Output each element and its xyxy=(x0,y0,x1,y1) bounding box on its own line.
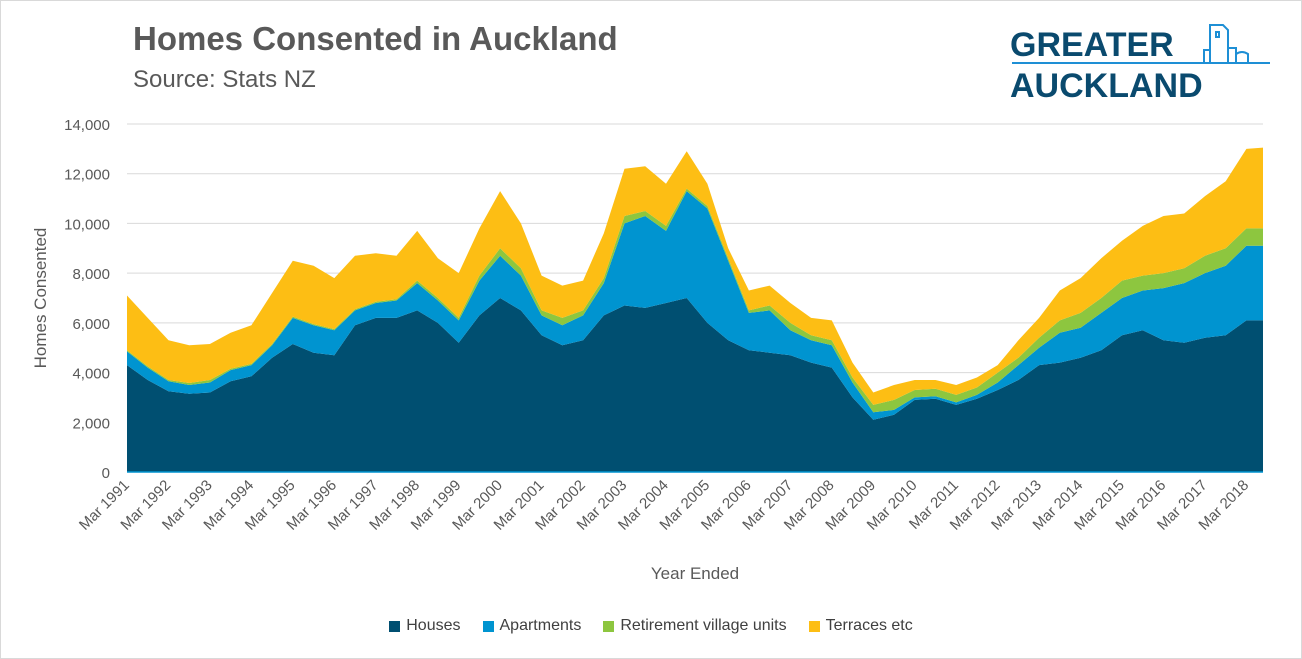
y-tick-label: 6,000 xyxy=(72,316,110,333)
legend-swatch xyxy=(808,620,820,632)
y-tick-label: 0 xyxy=(102,465,110,482)
y-tick-label: 8,000 xyxy=(72,266,110,283)
y-tick-label: 12,000 xyxy=(64,167,110,184)
legend-swatch xyxy=(389,620,401,632)
legend-item: Terraces etc xyxy=(808,617,913,635)
legend-label: Houses xyxy=(406,617,461,634)
logo-line2: AUCKLAND xyxy=(1010,67,1203,100)
y-axis-label: Homes Consented xyxy=(31,228,50,369)
y-tick-label: 14,000 xyxy=(64,117,110,134)
buildings-icon xyxy=(1203,24,1249,63)
legend-label: Retirement village units xyxy=(620,617,787,634)
legend-item: Houses xyxy=(389,617,461,635)
y-tick-label: 2,000 xyxy=(72,415,110,432)
chart-title: Homes Consented in Auckland xyxy=(133,20,618,57)
series-areas xyxy=(127,147,1263,473)
legend-swatch xyxy=(482,620,494,632)
legend-label: Apartments xyxy=(499,617,582,634)
y-tick-label: 10,000 xyxy=(64,216,110,233)
chart-subtitle: Source: Stats NZ xyxy=(133,66,316,93)
area-terraces-etc xyxy=(127,147,1263,405)
legend: Houses Apartments Retirement village units… xyxy=(0,617,1302,635)
x-axis-label: Year Ended xyxy=(651,564,739,583)
legend-label: Terraces etc xyxy=(825,617,913,634)
y-tick-label: 4,000 xyxy=(72,366,110,383)
area-houses xyxy=(127,298,1263,472)
legend-item: Apartments xyxy=(482,617,582,635)
greater-auckland-logo: GREATER AUCKLAND xyxy=(1010,24,1270,100)
stacked-area-chart: 02,0004,0006,0008,00010,00012,00014,000 … xyxy=(31,117,1263,583)
legend-swatch xyxy=(603,620,615,632)
area-apartments xyxy=(127,191,1263,420)
y-axis-ticks: 0 2,000 4,000 6,000 8,000 10,000 12,000 14,000 xyxy=(64,117,110,482)
legend-item: Retirement village units xyxy=(603,617,787,635)
logo-line1: GREATER xyxy=(1010,26,1174,64)
